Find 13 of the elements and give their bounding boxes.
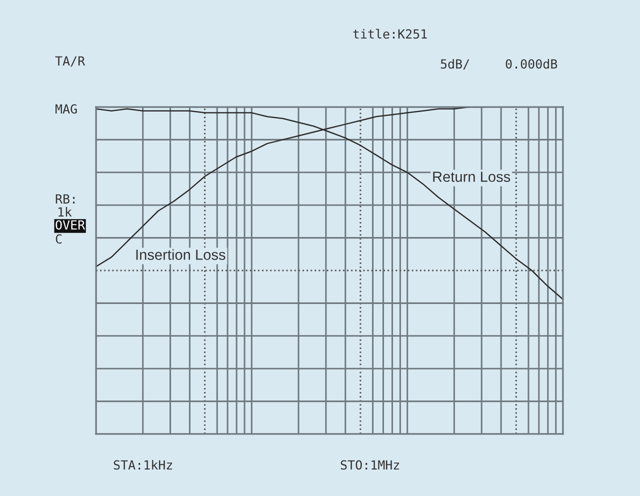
text: 5dB/ bbox=[440, 58, 470, 70]
text: 1k bbox=[58, 206, 72, 216]
text: 0.000dB bbox=[506, 58, 558, 69]
text: RB: bbox=[56, 194, 75, 204]
text: C bbox=[56, 234, 62, 244]
text: STA:1kHz bbox=[114, 460, 172, 470]
text: TA/R bbox=[55, 56, 86, 67]
text: MAG bbox=[56, 104, 77, 114]
text: OVER bbox=[56, 220, 86, 230]
chart-title: title:K251 bbox=[353, 28, 427, 39]
series-label: Return Loss bbox=[433, 172, 510, 182]
text: STO:1MHz bbox=[340, 460, 400, 470]
series-label: Insertion Loss bbox=[136, 249, 226, 260]
